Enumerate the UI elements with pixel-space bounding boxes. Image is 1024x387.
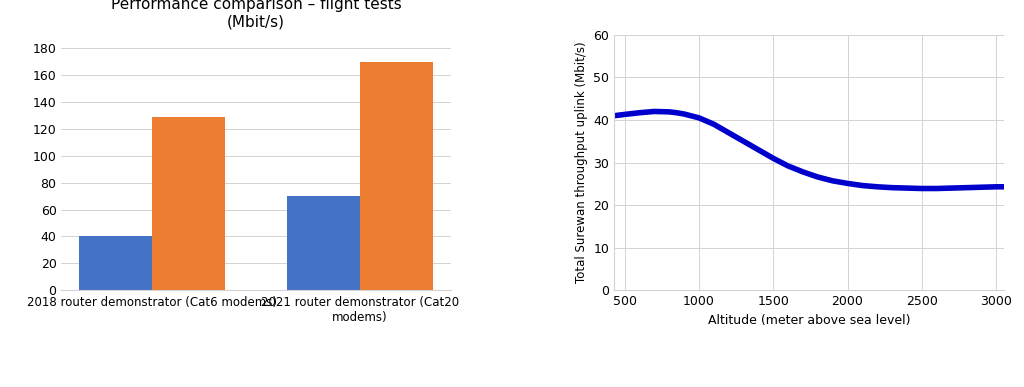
Bar (152, 117, 225, 290)
Y-axis label: Total Surewan throughput uplink (Mbit/s): Total Surewan throughput uplink (Mbit/s) (574, 42, 588, 283)
Bar (288, 196, 360, 290)
Bar (360, 62, 433, 290)
Bar (79, 236, 152, 290)
Title: Performance comparison – flight tests
(Mbit/s): Performance comparison – flight tests (M… (111, 0, 401, 29)
X-axis label: Altitude (meter above sea level): Altitude (meter above sea level) (708, 314, 910, 327)
